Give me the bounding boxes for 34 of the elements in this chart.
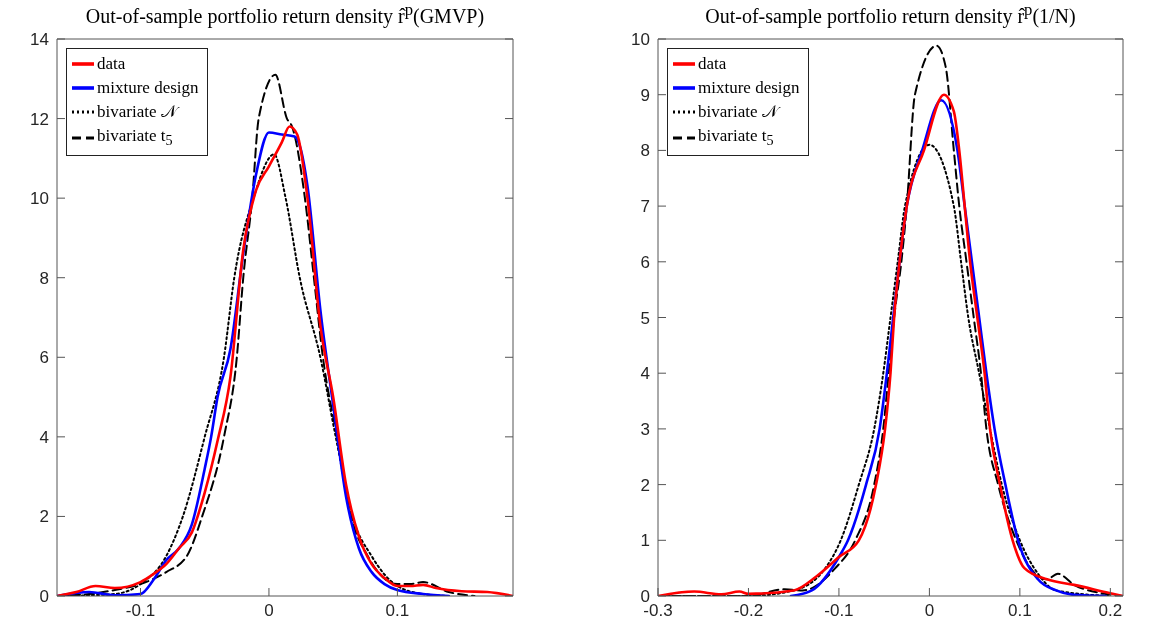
y-tick-label: 10: [631, 30, 650, 50]
y-tick-label: 6: [39, 348, 49, 368]
x-tick-label: 0.1: [385, 601, 410, 621]
x-tick-label: -0.1: [824, 601, 854, 621]
y-tick-label: 1: [640, 531, 650, 551]
x-tick-label: -0.1: [125, 601, 156, 621]
chart-title: Out-of-sample portfolio return density r̂$^{p}$(GMVP): [84, 0, 486, 28]
y-tick-label: 3: [640, 419, 650, 439]
y-tick-label: 8: [640, 141, 650, 161]
x-tick-label: 0: [924, 601, 935, 621]
y-tick-label: 4: [39, 427, 49, 447]
legend-label: mixture design: [97, 77, 199, 99]
legend-label: data: [698, 53, 727, 75]
chart-title: Out-of-sample portfolio return density r̂$^{p}$(1/N): [704, 0, 1077, 28]
x-tick-label: 0: [264, 601, 274, 621]
legend-label: mixture design: [698, 77, 800, 99]
legend-label: bivariate t$_{5}$: [97, 125, 173, 151]
x-tick-label: 0.2: [1098, 601, 1123, 621]
y-tick-label: 2: [640, 475, 650, 495]
y-tick-label: 2: [39, 507, 49, 527]
legend-label: bivariate t$_{5}$: [698, 125, 774, 151]
y-tick-label: 7: [640, 197, 650, 217]
y-tick-label: 9: [640, 85, 650, 105]
y-tick-label: 6: [640, 252, 650, 272]
y-tick-label: 8: [39, 268, 49, 288]
y-tick-label: 0: [39, 587, 49, 607]
y-tick-label: 5: [640, 308, 650, 328]
y-tick-label: 14: [30, 30, 49, 50]
x-tick-label: 0.1: [1008, 601, 1032, 621]
y-tick-label: 4: [640, 364, 650, 384]
x-tick-label: -0.2: [733, 601, 764, 621]
legend-label: data: [97, 53, 126, 75]
y-tick-label: 12: [30, 109, 49, 129]
y-tick-label: 10: [30, 189, 49, 209]
